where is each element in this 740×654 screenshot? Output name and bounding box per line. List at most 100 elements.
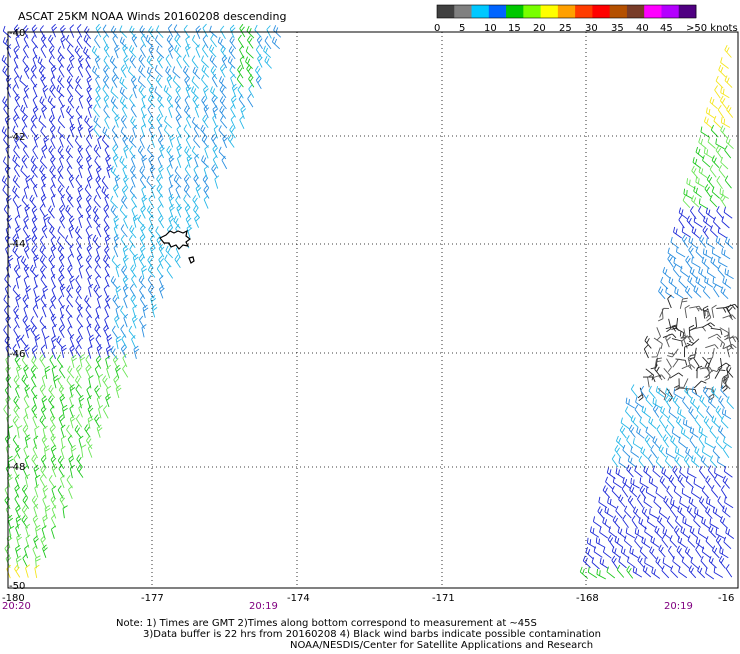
lat-label: -42 bbox=[9, 132, 25, 143]
wind-barb bbox=[677, 407, 687, 419]
wind-barb bbox=[158, 194, 164, 208]
wind-barb bbox=[721, 248, 731, 260]
wind-barb bbox=[681, 556, 690, 569]
wind-barb bbox=[32, 45, 38, 59]
wind-barb bbox=[94, 414, 100, 428]
wind-barb bbox=[697, 527, 708, 540]
wind-barb bbox=[32, 95, 38, 110]
wind-barb bbox=[717, 496, 725, 510]
wind-barb bbox=[120, 64, 127, 78]
wind-barb bbox=[23, 65, 30, 79]
wind-barb bbox=[50, 265, 56, 279]
wind-barb bbox=[156, 264, 164, 278]
wind-barb bbox=[725, 527, 735, 539]
wind-barb bbox=[165, 54, 172, 68]
wind-barb bbox=[715, 236, 725, 249]
wind-barb bbox=[78, 164, 84, 179]
wind-barb bbox=[5, 244, 10, 259]
map-frame bbox=[7, 31, 739, 589]
wind-barb bbox=[6, 414, 12, 428]
wind-barb bbox=[712, 506, 722, 519]
wind-barb bbox=[639, 416, 648, 430]
wind-barb bbox=[705, 344, 719, 349]
wind-barb bbox=[76, 253, 83, 268]
wind-barb bbox=[59, 134, 64, 148]
wind-barb bbox=[85, 55, 91, 69]
wind-barb bbox=[14, 445, 21, 459]
wind-barb bbox=[139, 135, 145, 149]
wind-barb bbox=[75, 384, 82, 398]
wind-barb bbox=[147, 255, 154, 269]
wind-barb bbox=[25, 175, 32, 189]
wind-barb bbox=[670, 435, 679, 448]
wind-barb bbox=[718, 256, 728, 268]
wind-barb bbox=[158, 255, 164, 269]
wind-barb bbox=[631, 515, 638, 529]
wind-barb bbox=[158, 244, 165, 258]
wind-barb bbox=[102, 24, 110, 38]
wind-barb bbox=[218, 76, 227, 89]
wind-barb bbox=[75, 226, 83, 240]
wind-barb bbox=[58, 93, 64, 108]
wind-barb bbox=[710, 327, 723, 336]
wind-barb bbox=[39, 384, 46, 399]
wind-barb bbox=[629, 485, 638, 498]
wind-barb bbox=[66, 284, 73, 299]
wind-barb bbox=[602, 517, 611, 530]
wind-barb bbox=[83, 35, 92, 48]
wind-barb bbox=[602, 485, 611, 499]
wind-barb bbox=[50, 525, 56, 539]
wind-barb bbox=[184, 146, 192, 160]
wind-barb bbox=[50, 244, 57, 259]
wind-barb bbox=[40, 454, 47, 469]
wind-barb bbox=[634, 535, 642, 549]
wind-barb bbox=[140, 205, 146, 219]
wind-barb bbox=[696, 365, 703, 379]
wind-barb bbox=[688, 245, 695, 259]
lat-lon-grid bbox=[8, 32, 738, 588]
wind-barb bbox=[616, 564, 625, 578]
wind-barb bbox=[173, 24, 181, 38]
wind-barb bbox=[87, 274, 93, 289]
wind-barb bbox=[76, 364, 82, 379]
wind-barb bbox=[50, 105, 56, 119]
wind-barb bbox=[255, 75, 262, 90]
wind-barb bbox=[85, 255, 92, 269]
note-line-3: NOAA/NESDIS/Center for Satellite Applica… bbox=[290, 640, 593, 650]
wind-barb bbox=[137, 75, 146, 89]
wind-barb bbox=[50, 295, 56, 310]
wind-barb bbox=[615, 505, 623, 519]
wind-barb bbox=[202, 114, 209, 129]
wind-barb bbox=[58, 324, 65, 339]
wind-barb bbox=[168, 45, 174, 59]
wind-barb bbox=[66, 134, 74, 148]
wind-barb bbox=[695, 537, 705, 550]
wind-barb bbox=[93, 144, 101, 158]
wind-barb bbox=[724, 236, 734, 249]
wind-barb bbox=[638, 455, 646, 469]
wind-barb bbox=[701, 546, 711, 559]
wind-barb bbox=[183, 194, 191, 208]
wind-barb bbox=[23, 465, 29, 479]
wind-barb bbox=[40, 265, 47, 279]
wind-barb bbox=[123, 144, 130, 159]
wind-barb bbox=[228, 46, 236, 60]
wind-barb bbox=[201, 95, 208, 110]
wind-barb bbox=[659, 307, 670, 318]
wind-barb bbox=[213, 125, 219, 139]
wind-barb bbox=[68, 174, 75, 189]
wind-barb bbox=[75, 174, 83, 188]
wind-barb bbox=[271, 36, 281, 50]
wind-barb bbox=[101, 186, 110, 199]
wind-barb bbox=[168, 184, 174, 199]
wind-barb bbox=[720, 194, 727, 208]
wind-barb bbox=[77, 185, 84, 199]
wind-barb bbox=[129, 283, 136, 298]
wind-barb bbox=[13, 55, 19, 69]
wind-barb bbox=[85, 205, 92, 219]
wind-barb bbox=[682, 396, 690, 410]
wind-barb bbox=[75, 275, 82, 289]
wind-barb bbox=[645, 486, 656, 498]
wind-barb bbox=[68, 215, 75, 229]
